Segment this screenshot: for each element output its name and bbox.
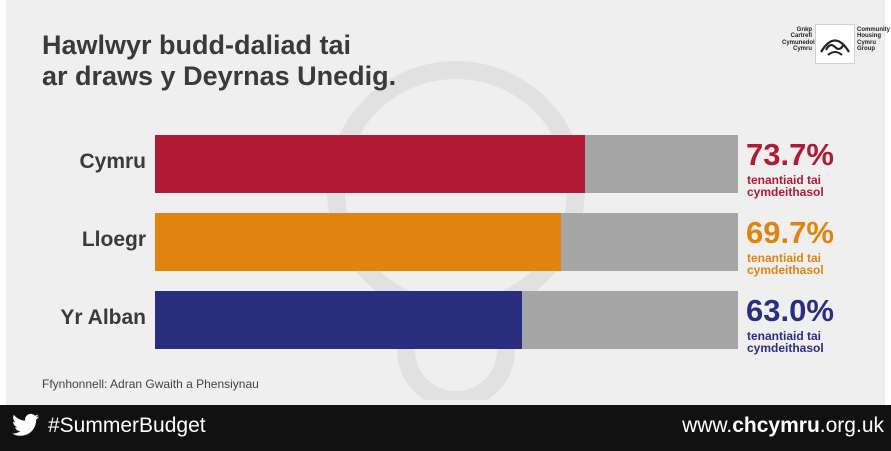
logo-english-line: Housing — [857, 33, 881, 40]
footer-bar: #SummerBudget www.chcymru.org.uk — [0, 405, 891, 451]
bar-track — [155, 213, 738, 271]
value-sublabel: tenantiaid tai cymdeithasol — [747, 174, 824, 198]
logo-welsh-line: Cymru — [792, 46, 812, 53]
category-label: Yr Alban — [60, 306, 146, 329]
category-label: Cymru — [79, 150, 146, 173]
sublabel-line: cymdeithasol — [747, 263, 824, 277]
logo-welsh-line: Cartrefi — [790, 33, 812, 40]
sublabel-line: tenantiaid tai — [747, 173, 822, 187]
logo-mark-icon — [815, 24, 855, 64]
bar-track — [155, 291, 738, 349]
hashtag-link[interactable]: #SummerBudget — [48, 414, 206, 437]
site-prefix: www. — [682, 414, 733, 437]
bar — [155, 291, 523, 349]
title-line-1: Hawlwyr budd-daliad tai — [42, 30, 352, 60]
infographic-card: Hawlwyr budd-daliad tai ar draws y Deyrn… — [6, 0, 890, 405]
value-label: 73.7% — [746, 137, 834, 172]
title-line-2: ar draws y Deyrnas Unedig. — [42, 61, 397, 91]
logo-welsh-line: Cymunedol — [782, 39, 815, 46]
value-label: 63.0% — [746, 293, 834, 328]
bar — [155, 135, 585, 193]
category-label: Lloegr — [81, 228, 146, 251]
site-suffix: .org.uk — [819, 414, 884, 437]
value-sublabel: tenantiaid tai cymdeithasol — [747, 330, 824, 354]
source-note: Ffynhonnell: Adran Gwaith a Phensiynau — [42, 377, 259, 391]
website-link[interactable]: www.chcymru.org.uk — [682, 414, 884, 438]
sublabel-line: cymdeithasol — [747, 185, 824, 199]
logo-english-line: Cymru — [857, 39, 877, 46]
logo-english-line: Community — [857, 27, 890, 33]
sublabel-line: cymdeithasol — [747, 341, 824, 355]
logo-welsh-line: Grŵp — [796, 27, 812, 33]
chart-title: Hawlwyr budd-daliad tai ar draws y Deyrn… — [42, 30, 396, 92]
bar-track — [155, 135, 738, 193]
twitter-bird-icon[interactable] — [12, 413, 39, 437]
bar — [155, 213, 562, 271]
logo-english-text: Community Housing Cymru Group — [857, 27, 890, 53]
sublabel-line: tenantiaid tai — [747, 251, 822, 265]
logo-english-line: Group — [857, 46, 875, 53]
chc-logo[interactable]: Grŵp Cartrefi Cymunedol Cymru Community … — [782, 24, 890, 64]
value-label: 69.7% — [746, 215, 834, 250]
sublabel-line: tenantiaid tai — [747, 329, 822, 343]
value-sublabel: tenantiaid tai cymdeithasol — [747, 252, 824, 276]
logo-welsh-text: Grŵp Cartrefi Cymunedol Cymru — [782, 27, 815, 53]
site-name: chcymru — [732, 414, 820, 437]
